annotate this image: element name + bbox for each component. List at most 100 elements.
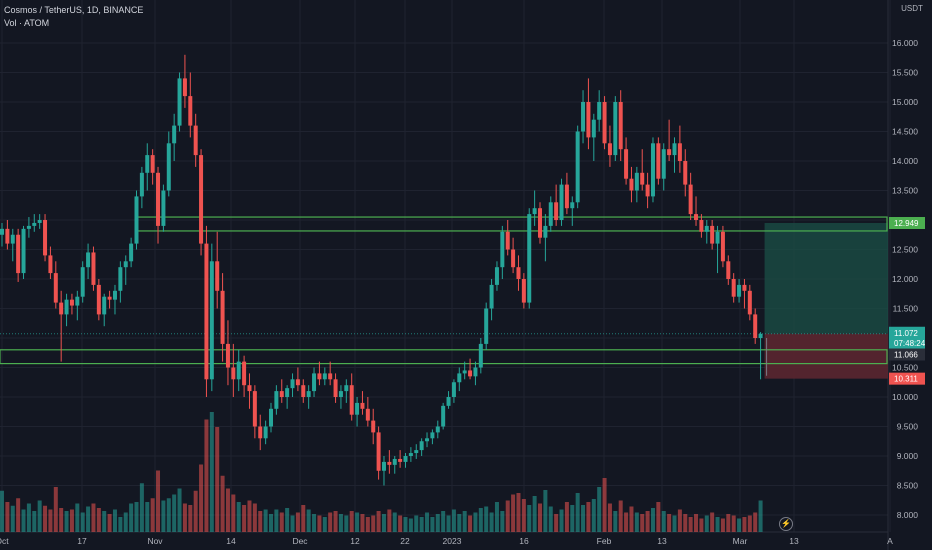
volume-bar bbox=[177, 488, 182, 532]
volume-bar bbox=[209, 412, 214, 532]
volume-bar bbox=[484, 506, 489, 532]
volume-bar bbox=[112, 509, 117, 532]
x-tick-label: Nov bbox=[147, 536, 163, 546]
volume-bar bbox=[32, 511, 37, 532]
candle-body bbox=[672, 143, 677, 156]
volume-bar bbox=[398, 515, 403, 532]
candle-body bbox=[21, 228, 26, 274]
candle-body bbox=[473, 367, 478, 377]
volume-bar bbox=[123, 512, 128, 532]
candle-body bbox=[215, 261, 220, 291]
volume-bar bbox=[96, 508, 101, 532]
volume-bar bbox=[667, 514, 672, 532]
x-tick-label: 14 bbox=[226, 536, 236, 546]
volume-bar bbox=[661, 511, 666, 532]
volume-bar bbox=[720, 518, 725, 532]
candle-body bbox=[753, 314, 758, 338]
chart-title: Cosmos / TetherUS, 1D, BINANCE bbox=[4, 5, 144, 15]
volume-bar bbox=[532, 496, 537, 532]
candle-body bbox=[204, 243, 209, 380]
volume-bar bbox=[247, 500, 252, 532]
candle-body bbox=[559, 184, 564, 220]
candle-body bbox=[312, 373, 317, 392]
candle-body bbox=[387, 461, 392, 465]
volume-bar bbox=[371, 515, 376, 532]
candle-body bbox=[269, 408, 273, 427]
candle-body bbox=[64, 299, 69, 315]
candle-body bbox=[597, 102, 602, 120]
candle-body bbox=[618, 102, 623, 150]
volume-bar bbox=[43, 505, 48, 532]
volume-bar bbox=[0, 490, 4, 532]
candle-body bbox=[123, 261, 128, 268]
candle-body bbox=[322, 373, 327, 380]
volume-bar bbox=[441, 511, 446, 532]
candle-body bbox=[489, 284, 494, 309]
candle-body bbox=[338, 391, 343, 397]
volume-bar bbox=[225, 488, 230, 532]
y-tick-label: 8.500 bbox=[897, 481, 919, 491]
volume-bar bbox=[365, 517, 370, 532]
candle-body bbox=[441, 405, 446, 427]
volume-bar bbox=[182, 503, 187, 532]
candle-body bbox=[349, 385, 354, 415]
volume-bar bbox=[392, 512, 397, 532]
volume-bar bbox=[290, 515, 295, 532]
volume-bar bbox=[575, 493, 580, 532]
volume-bar bbox=[64, 511, 69, 532]
candle-body bbox=[371, 420, 376, 433]
y-tick-label: 10.000 bbox=[892, 392, 918, 402]
volume-bar bbox=[570, 505, 575, 532]
candle-body bbox=[258, 426, 263, 439]
candle-body bbox=[301, 385, 306, 397]
candle-body bbox=[91, 252, 96, 285]
volume-bar bbox=[650, 508, 655, 532]
volume-bar bbox=[349, 511, 354, 532]
candle-body bbox=[306, 391, 311, 397]
y-tick-label: 10.500 bbox=[892, 363, 918, 373]
candle-body bbox=[274, 391, 279, 409]
candle-body bbox=[193, 125, 198, 156]
volume-bar bbox=[715, 517, 720, 532]
volume-bar bbox=[602, 478, 607, 532]
volume-bar bbox=[500, 511, 505, 532]
candle-body bbox=[425, 438, 430, 442]
volume-bar bbox=[538, 503, 542, 532]
y-tick-label: 13.500 bbox=[892, 186, 918, 196]
candle-body bbox=[726, 261, 731, 279]
candle-body bbox=[468, 370, 473, 377]
volume-bar bbox=[242, 505, 247, 532]
lightning-icon[interactable]: ⚡ bbox=[779, 517, 793, 531]
volume-bar bbox=[338, 514, 343, 532]
candle-body bbox=[26, 225, 31, 229]
y-tick-label: 15.500 bbox=[892, 68, 918, 78]
volume-bar bbox=[672, 515, 677, 532]
candle-body bbox=[69, 299, 74, 306]
volume-bar bbox=[511, 494, 516, 532]
candle-body bbox=[715, 231, 720, 244]
candle-body bbox=[10, 234, 15, 244]
volume-bar bbox=[688, 517, 693, 532]
volume-bar bbox=[430, 517, 435, 532]
volume-bar bbox=[86, 506, 91, 532]
volume-bar bbox=[451, 509, 456, 532]
volume-bar bbox=[629, 506, 634, 532]
candle-body bbox=[285, 388, 290, 397]
volume-bar bbox=[172, 494, 177, 532]
volume-bar bbox=[199, 464, 204, 532]
candle-body bbox=[290, 379, 295, 389]
volume-bar bbox=[75, 503, 80, 532]
volume-bar bbox=[59, 508, 64, 532]
candle-body bbox=[742, 284, 747, 291]
candle-body bbox=[543, 225, 548, 238]
volume-bar bbox=[527, 505, 532, 532]
candle-body bbox=[360, 402, 365, 409]
volume-bar bbox=[591, 499, 596, 532]
candle-body bbox=[602, 102, 607, 144]
candle-body bbox=[554, 202, 559, 220]
volume-bar bbox=[150, 498, 155, 532]
candle-body bbox=[48, 255, 53, 274]
volume-bar bbox=[677, 509, 682, 532]
